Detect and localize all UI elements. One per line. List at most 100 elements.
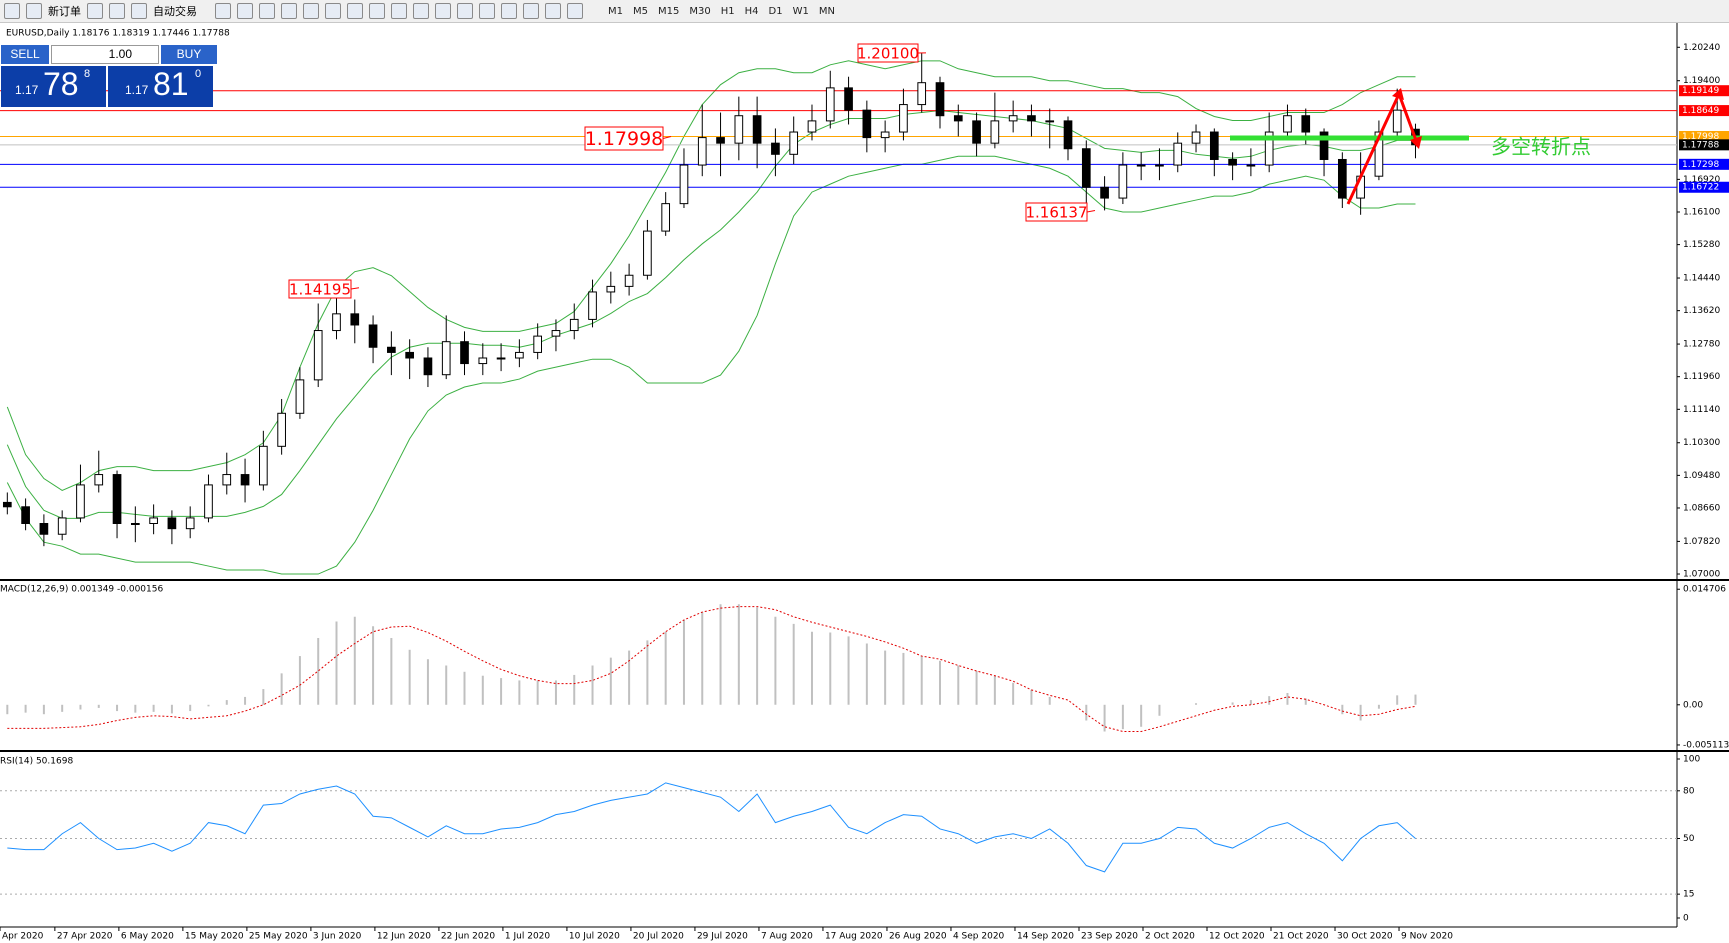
annotation-label: 1.17998 [585, 128, 664, 150]
x-tick-label: 15 May 2020 [185, 932, 244, 942]
icon[interactable] [347, 3, 363, 19]
price-pips: 78 [43, 66, 79, 102]
price-frac: 8 [84, 68, 91, 80]
candle-body [1100, 186, 1109, 199]
y-tick-label: 1.07820 [1683, 537, 1720, 547]
indicator-header: MACD(12,26,9) 0.001349 -0.000156 [0, 585, 163, 595]
icon[interactable] [369, 3, 385, 19]
y-tick-label: 1.16920 [1683, 175, 1720, 185]
icon[interactable] [325, 3, 341, 19]
x-tick-label: 22 Jun 2020 [441, 932, 495, 942]
icon[interactable] [457, 3, 473, 19]
price-tag-label: 1.17298 [1682, 160, 1719, 170]
candle-body [387, 346, 396, 353]
candle-body [441, 341, 451, 376]
icon[interactable] [391, 3, 407, 19]
price-tag [1679, 105, 1729, 117]
candle-body [1173, 142, 1183, 166]
annotation-leader [350, 287, 360, 290]
candle-body [350, 313, 360, 326]
y-tick-label: 0 [1683, 914, 1689, 924]
x-tick-label: 12 Oct 2020 [1209, 932, 1265, 942]
icon[interactable] [479, 3, 495, 19]
annotation-leader [1086, 210, 1096, 213]
candle-body [533, 335, 543, 353]
timeframe-button[interactable]: MN [818, 5, 835, 17]
icon[interactable] [303, 3, 319, 19]
lot-input[interactable]: 1.00 [51, 45, 159, 64]
candle-body [734, 115, 744, 144]
icon[interactable] [281, 3, 297, 19]
candle-body [1209, 131, 1219, 160]
timeframe-button[interactable]: M15 [658, 5, 680, 17]
sell-price[interactable]: 1.17 78 8 [1, 66, 106, 107]
icon[interactable] [567, 3, 583, 19]
price-tag-label: 1.17998 [1682, 132, 1719, 142]
icon[interactable] [4, 3, 20, 19]
timeframe-button[interactable]: M1 [608, 5, 623, 17]
buy-button[interactable]: BUY [161, 45, 217, 64]
bollinger-lower [6, 155, 1416, 575]
candle-body [807, 120, 817, 133]
x-tick-label: 12 Jun 2020 [377, 932, 431, 942]
candle-body [752, 115, 762, 144]
icon[interactable] [26, 3, 42, 19]
price-tag [1679, 181, 1729, 193]
icon[interactable] [523, 3, 539, 19]
candle-body [1337, 158, 1347, 199]
bollinger-upper [6, 60, 1416, 492]
candle-body [716, 137, 725, 144]
y-tick-label: 1.13620 [1683, 306, 1720, 316]
sell-button[interactable]: SELL [1, 45, 49, 64]
candle-body [1228, 158, 1237, 166]
icon[interactable] [109, 3, 125, 19]
timeframe-button[interactable]: H4 [744, 5, 759, 17]
timeframe-button[interactable]: M5 [633, 5, 648, 17]
toolbar: 新订单 自动交易 M1 M5 M15 M30 H1 H4 D1 W1 MN [0, 0, 1729, 23]
icon[interactable] [545, 3, 561, 19]
candle-body [21, 506, 30, 524]
candle-body [825, 87, 835, 122]
x-tick-label: 29 Jul 2020 [697, 932, 748, 942]
annotation-box [857, 43, 919, 63]
y-tick-label: 1.16100 [1683, 207, 1720, 217]
candle-body [1008, 115, 1018, 122]
arrow-head [1392, 88, 1422, 149]
buy-price[interactable]: 1.17 81 0 [108, 66, 213, 107]
y-tick-label: 15 [1683, 890, 1694, 900]
candle-body [405, 351, 414, 359]
new-order-button[interactable]: 新订单 [48, 5, 81, 18]
icon[interactable] [413, 3, 429, 19]
annotation-label: 1.16137 [1025, 204, 1087, 222]
timeframe-button[interactable]: W1 [792, 5, 809, 17]
icon[interactable] [131, 3, 147, 19]
annotation-label: 1.14195 [289, 281, 351, 299]
timeframe-button[interactable]: H1 [720, 5, 735, 17]
candle-body [240, 474, 250, 486]
price-big: 1.17 [125, 83, 149, 97]
x-tick-label: 20 Jul 2020 [633, 932, 684, 942]
icon[interactable] [501, 3, 517, 19]
icon[interactable] [237, 3, 253, 19]
auto-trading-button[interactable]: 自动交易 [153, 5, 197, 18]
timeframe-button[interactable]: D1 [768, 5, 783, 17]
timeframe-button[interactable]: M30 [689, 5, 711, 17]
candle-body [1191, 131, 1201, 144]
price-pips: 81 [153, 66, 189, 102]
x-tick-label: Apr 2020 [2, 932, 44, 942]
x-tick-label: 14 Sep 2020 [1017, 932, 1074, 942]
y-tick-label: 0.00 [1683, 700, 1703, 710]
annotation-box [1025, 202, 1088, 222]
y-tick-label: 1.08660 [1683, 503, 1720, 513]
candle-body [295, 379, 305, 414]
icon[interactable] [259, 3, 275, 19]
candle-body [313, 330, 323, 381]
icon[interactable] [215, 3, 231, 19]
icon[interactable] [87, 3, 103, 19]
candle-body [624, 274, 634, 287]
candle-body [478, 357, 488, 365]
candle-body [697, 137, 707, 166]
icon[interactable] [435, 3, 451, 19]
